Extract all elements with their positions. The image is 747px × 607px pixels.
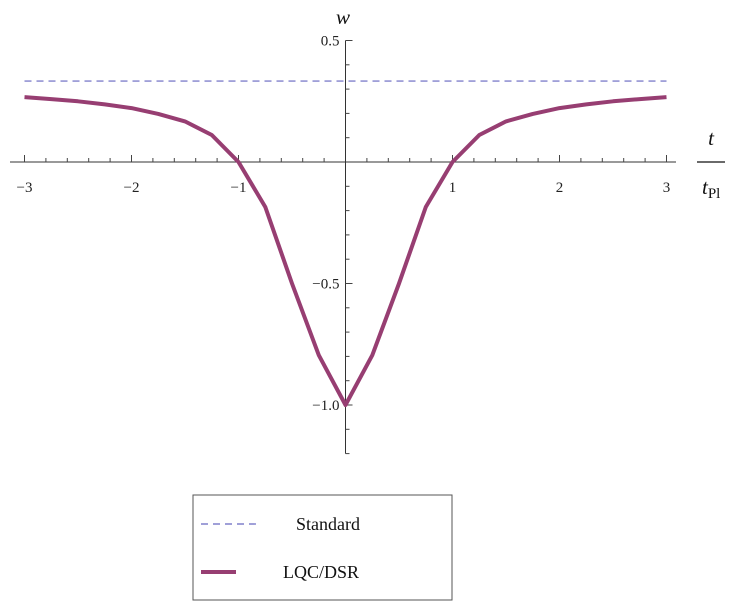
x-axis-label-denominator: tPl — [702, 175, 720, 202]
x-axis-label-denominator-main: t — [702, 175, 709, 199]
y-axis-label: w — [336, 5, 350, 29]
x-tick-label: 2 — [556, 180, 564, 196]
x-tick-label: −1 — [231, 180, 247, 196]
series-line-lqc-dsr — [24, 95, 667, 407]
x-axis-label-denominator-sub: Pl — [708, 186, 721, 202]
legend-label-standard: Standard — [296, 514, 360, 534]
axes: −3 −2 −1 1 2 3 0.5 −0.5 −1.0 — [10, 34, 676, 455]
y-tick-label: −0.5 — [312, 277, 339, 293]
legend-label-lqc-dsr: LQC/DSR — [283, 562, 359, 582]
y-tick-label: −1.0 — [312, 398, 339, 414]
x-tick-label: −2 — [124, 180, 140, 196]
series-layer — [24, 80, 667, 407]
axis-labels: w t tPl — [336, 5, 725, 202]
x-tick-label: 3 — [663, 180, 671, 196]
x-tick-label: −3 — [17, 180, 33, 196]
y-tick-label: 0.5 — [321, 34, 340, 50]
x-tick-label: 1 — [449, 180, 457, 196]
x-axis-label-numerator: t — [708, 126, 715, 150]
legend-box — [192, 494, 453, 601]
legend: Standard LQC/DSR — [192, 494, 453, 601]
